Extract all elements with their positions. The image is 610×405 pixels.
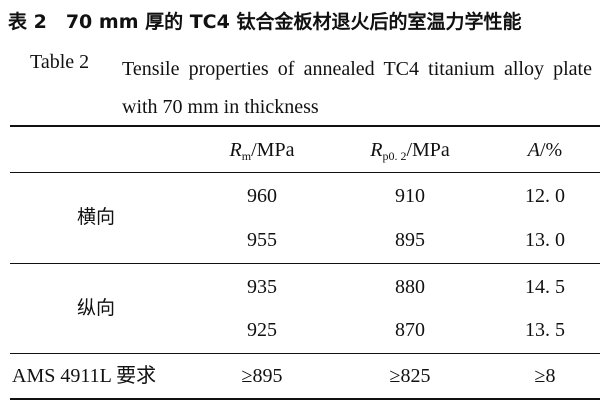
cell: 14. 5	[525, 276, 565, 298]
column-header: A/%	[528, 138, 562, 162]
cell: 955	[247, 229, 277, 251]
cell: 910	[395, 185, 425, 207]
group-label: 横向	[76, 206, 116, 228]
cell: 895	[395, 229, 425, 251]
caption-en-text: Tensile properties of annealed TC4 titan…	[122, 58, 592, 118]
group-rule	[10, 263, 600, 264]
cell: 870	[395, 319, 425, 341]
header-rule	[10, 172, 600, 173]
cell: 935	[247, 276, 277, 298]
caption-en-label: Table 2	[30, 51, 90, 73]
cell: 12. 0	[525, 185, 565, 207]
group-rule	[10, 353, 600, 354]
bottom-rule	[10, 398, 600, 400]
header-unit: /MPa	[251, 139, 295, 161]
header-subscript: m	[241, 149, 252, 163]
cell: 960	[247, 185, 277, 207]
cell: 880	[395, 276, 425, 298]
header-unit: /%	[540, 139, 563, 161]
group-label: 纵向	[76, 297, 116, 319]
header-symbol: A	[527, 139, 540, 161]
caption-zh: 表 2 70 mm 厚的 TC4 钛合金板材退火后的室温力学性能	[8, 11, 522, 33]
header-symbol: R	[229, 139, 242, 161]
column-header: Rp0. 2/MPa	[370, 138, 450, 168]
header-symbol: R	[370, 139, 383, 161]
cell: 13. 5	[525, 319, 565, 341]
cell: 925	[247, 319, 277, 341]
cell: 13. 0	[525, 229, 565, 251]
top-rule	[10, 125, 600, 127]
cell: ≥8	[534, 365, 556, 387]
cell: ≥825	[389, 365, 431, 387]
header-subscript: p0. 2	[382, 149, 407, 163]
header-unit: /MPa	[406, 139, 450, 161]
cell: ≥895	[241, 365, 283, 387]
requirement-label: AMS 4911L 要求	[12, 365, 157, 387]
column-header: Rm/MPa	[230, 138, 295, 168]
